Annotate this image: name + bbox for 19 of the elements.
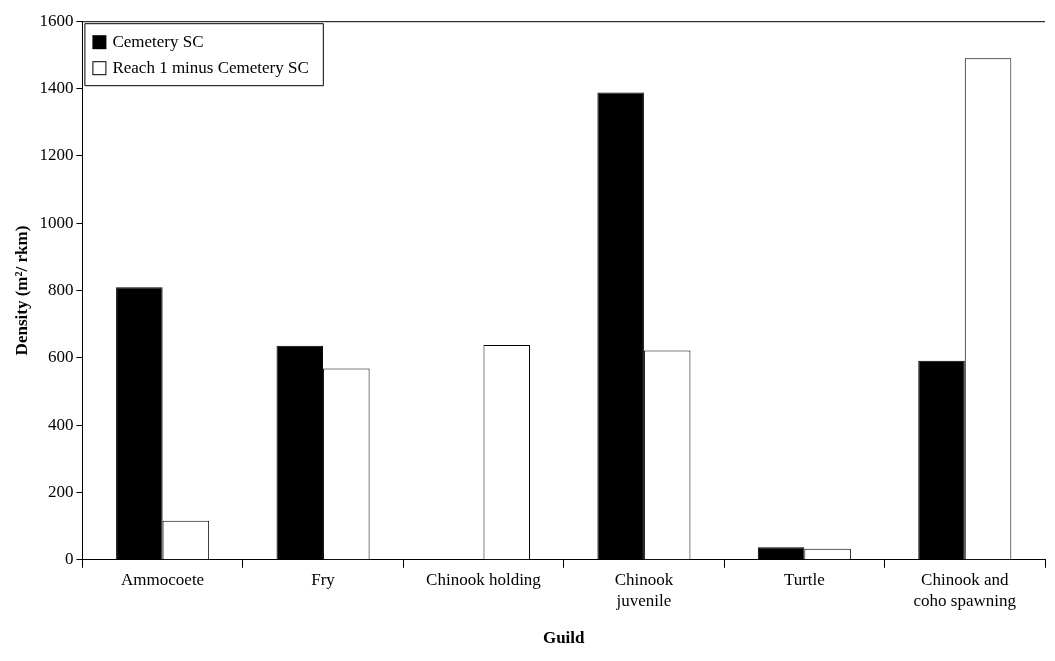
x-tick-label: Ammocoete	[121, 570, 205, 590]
legend-label: Reach 1 minus Cemetery SC	[112, 57, 309, 77]
legend-label: Cemetery SC	[112, 31, 204, 51]
y-tick-label: 1000	[39, 212, 74, 232]
y-tick-label: 800	[47, 279, 74, 299]
x-tick-label: Chinook juvenile	[614, 570, 674, 610]
y-tick-label: 400	[47, 414, 74, 434]
y-tick-label: 200	[47, 481, 74, 501]
x-tick-label: Fry	[311, 570, 336, 590]
x-tick-label: Chinook holding	[426, 570, 542, 590]
y-tick-label: 1200	[39, 145, 74, 165]
x-axis-title: Guild	[542, 628, 586, 648]
y-axis-title: Density (m²/ rkm)	[11, 225, 31, 356]
y-tick-label: 0	[64, 549, 74, 569]
x-tick-label: Chinook and coho spawning	[913, 570, 1017, 610]
y-tick-label: 1600	[39, 10, 74, 30]
y-tick-label: 1400	[39, 77, 74, 97]
y-tick-label: 600	[47, 347, 74, 367]
x-tick-label: Turtle	[783, 570, 825, 590]
